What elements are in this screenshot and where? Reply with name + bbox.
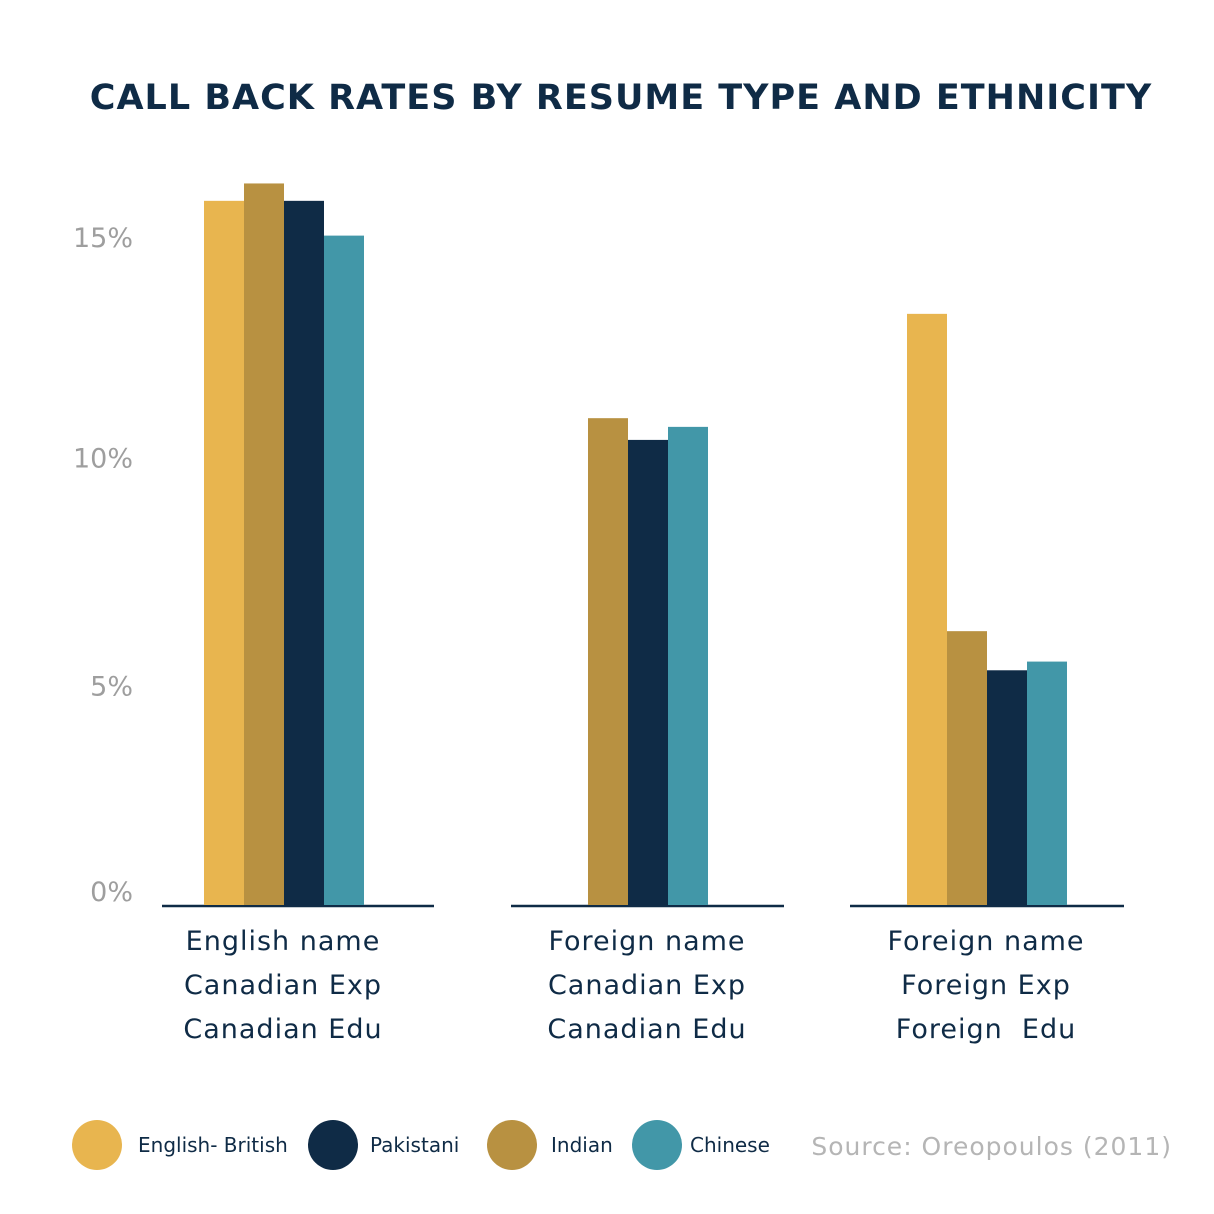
category-label-line: Foreign Exp <box>901 970 1071 1001</box>
legend-label: Pakistani <box>370 1133 459 1157</box>
y-axis-ticks: 0% 5% 10% 15% <box>73 223 133 908</box>
bar-indian-group-3 <box>947 631 987 905</box>
category-labels: English name Canadian Exp Canadian Edu Fore… <box>183 926 1084 1045</box>
category-label-line: English name <box>186 926 381 957</box>
bar-chinese-group-3 <box>1027 661 1067 905</box>
legend-swatch <box>308 1120 358 1170</box>
legend-swatch <box>632 1120 682 1170</box>
bar-pakistani-group-2 <box>628 439 668 905</box>
bar-pakistani-group-3 <box>987 670 1027 905</box>
y-tick-label: 5% <box>90 672 133 703</box>
y-tick-label: 10% <box>73 443 133 474</box>
chart-title: CALL BACK RATES BY RESUME TYPE AND ETHNI… <box>90 78 1152 118</box>
category-label-line: Canadian Edu <box>183 1014 382 1045</box>
bar-indian-group-2 <box>588 418 628 905</box>
legend-label: Chinese <box>690 1133 770 1157</box>
category-label-line: Canadian Exp <box>184 970 382 1001</box>
legend-swatch <box>487 1120 537 1170</box>
y-tick-label: 0% <box>90 877 133 908</box>
category-label-line: Foreign name <box>887 926 1084 957</box>
y-tick-label: 15% <box>73 223 133 254</box>
bar-chinese-group-2 <box>668 426 708 905</box>
category-label-line: Canadian Exp <box>548 970 746 1001</box>
category-label-line: Foreign Edu <box>896 1014 1076 1045</box>
legend: English- British Pakistani Indian Chinese <box>72 1120 770 1170</box>
legend-label: English- British <box>138 1133 288 1157</box>
legend-label: Indian <box>551 1133 613 1157</box>
bar-english-british-group-1 <box>204 200 244 906</box>
bar-pakistani-group-1 <box>284 200 324 906</box>
category-label-line: Foreign name <box>548 926 745 957</box>
source-note: Source: Oreopoulos (2011) <box>811 1132 1172 1161</box>
bar-english-british-group-3 <box>907 313 947 905</box>
bar-chinese-group-1 <box>324 235 364 905</box>
bars <box>204 183 1067 906</box>
legend-swatch <box>72 1120 122 1170</box>
bar-indian-group-1 <box>244 183 284 905</box>
category-label-line: Canadian Edu <box>547 1014 746 1045</box>
